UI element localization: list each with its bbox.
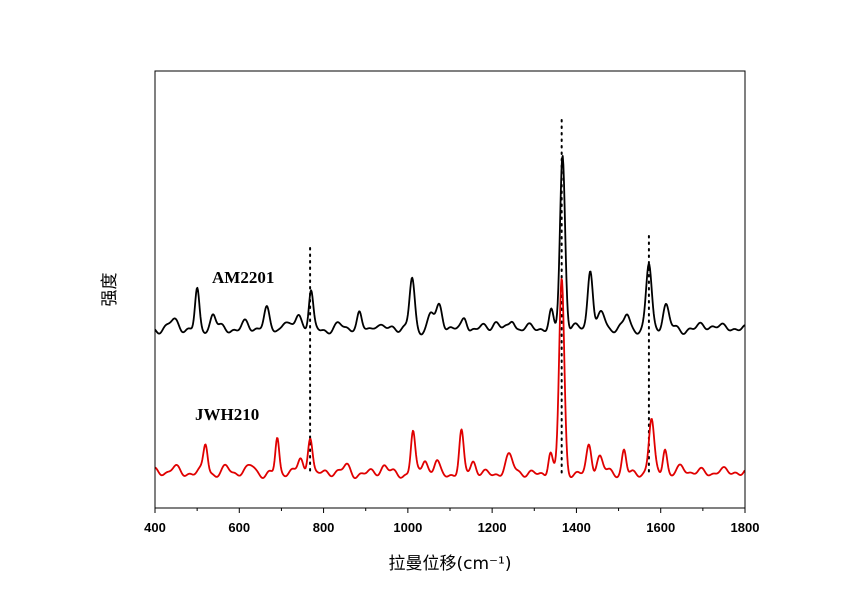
x-tick-label-800: 800 — [313, 520, 335, 535]
x-tick-label-400: 400 — [144, 520, 166, 535]
series-line-am2201 — [154, 155, 746, 336]
x-tick-label-1600: 1600 — [646, 520, 675, 535]
plot-frame — [154, 70, 746, 509]
series-label-jwh210: JWH210 — [195, 405, 259, 424]
x-tick-label-1200: 1200 — [478, 520, 507, 535]
y-axis-title: 强度 — [100, 273, 120, 307]
series-labels: AM2201 JWH210 — [195, 268, 274, 424]
x-tick-label-1400: 1400 — [562, 520, 591, 535]
x-axis-title: 拉曼位移(cm⁻¹) — [389, 554, 512, 574]
x-axis: 400 600 800 1000 1200 1400 1600 1800 — [144, 508, 759, 535]
series-label-am2201: AM2201 — [212, 268, 274, 287]
x-tick-label-1000: 1000 — [393, 520, 422, 535]
series-layer — [154, 155, 746, 480]
reference-lines — [309, 119, 650, 475]
series-line-jwh210 — [154, 277, 746, 480]
x-tick-label-600: 600 — [228, 520, 250, 535]
x-tick-label-1800: 1800 — [731, 520, 760, 535]
